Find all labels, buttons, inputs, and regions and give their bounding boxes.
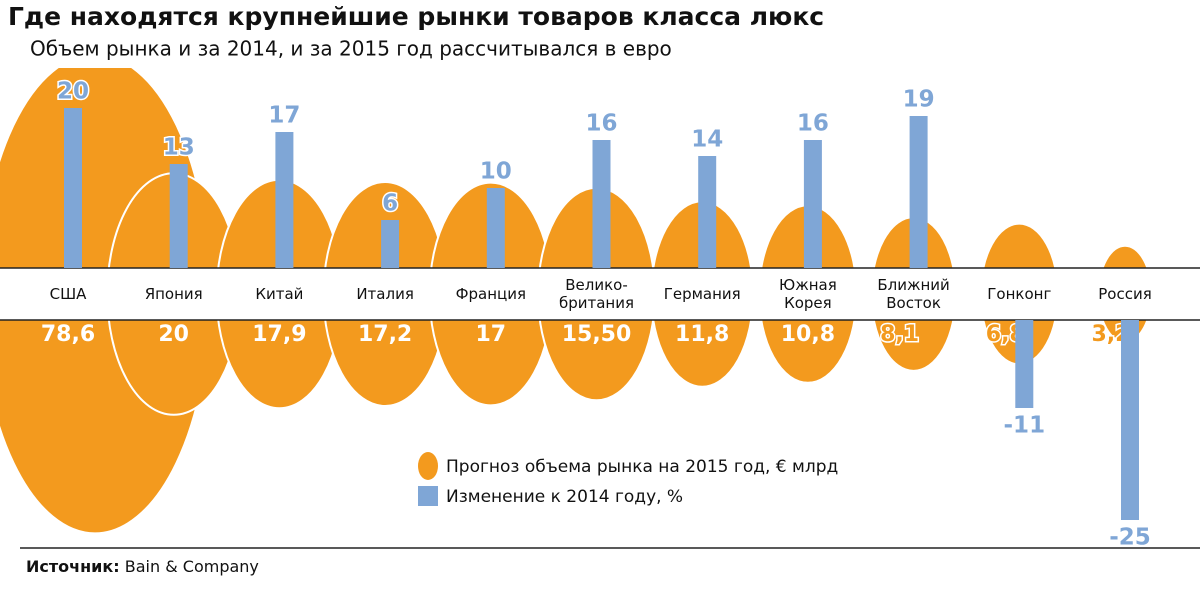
- bar-label: 16: [797, 111, 829, 137]
- category-label: Франция: [455, 285, 526, 303]
- source: Источник: Bain & Company: [26, 557, 259, 576]
- category-label: США: [49, 285, 87, 303]
- legend-swatch: [418, 486, 438, 506]
- bar: [1121, 320, 1139, 520]
- bar-label: -11: [1004, 413, 1046, 439]
- bubble-label: 8,1: [880, 322, 919, 347]
- bar: [486, 188, 505, 268]
- source-text: Bain & Company: [125, 557, 259, 576]
- bar-label: 17: [268, 103, 300, 129]
- category-label: Германия: [663, 285, 741, 303]
- source-label: Источник:: [26, 557, 120, 576]
- bar: [909, 116, 928, 268]
- bar-label: 19: [903, 87, 935, 113]
- bubble-label: 15,50: [562, 322, 632, 347]
- chart-title: Где находятся крупнейшие рынки товаров к…: [8, 2, 824, 31]
- label-band: [0, 268, 1200, 320]
- bar: [592, 140, 611, 268]
- bar: [803, 140, 822, 268]
- category-label: Италия: [356, 285, 414, 303]
- bar-label: 20: [57, 79, 89, 105]
- bubble-label: 17: [475, 322, 506, 347]
- bar-label: 14: [691, 127, 723, 153]
- category-label: Китай: [255, 285, 304, 303]
- bubble-label: 20: [158, 322, 189, 347]
- bubble-label: 17,2: [358, 322, 412, 347]
- bar-label: -25: [1109, 525, 1151, 551]
- legend-label: Изменение к 2014 году, %: [446, 487, 683, 507]
- bar-label: 13: [163, 135, 195, 161]
- bar-label: 6: [382, 191, 398, 217]
- bubble-label: 78,6: [41, 322, 95, 347]
- bubble-label: 17,9: [252, 322, 306, 347]
- chart-subtitle: Объем рынка и за 2014, и за 2015 год рас…: [30, 37, 672, 61]
- bar: [275, 132, 294, 268]
- legend-swatch: [418, 452, 438, 480]
- bar: [381, 220, 400, 268]
- category-label: Южная Корея: [779, 276, 837, 312]
- bar: [169, 164, 188, 268]
- category-label: Велико- британия: [558, 276, 635, 312]
- bubble-label: 10,8: [781, 322, 835, 347]
- bar: [1015, 320, 1034, 408]
- category-label: Ближний Восток: [877, 276, 950, 312]
- bar: [64, 108, 82, 268]
- category-label: Япония: [144, 285, 203, 303]
- bubble-label: 11,8: [675, 322, 729, 347]
- header-bg: [0, 0, 1200, 68]
- bar: [698, 156, 717, 268]
- legend-label: Прогноз объема рынка на 2015 год, € млрд: [446, 457, 838, 477]
- bar-label: 16: [585, 111, 617, 137]
- category-label: Гонконг: [987, 285, 1052, 303]
- category-label: Россия: [1098, 285, 1152, 303]
- bar-label: 10: [480, 159, 512, 185]
